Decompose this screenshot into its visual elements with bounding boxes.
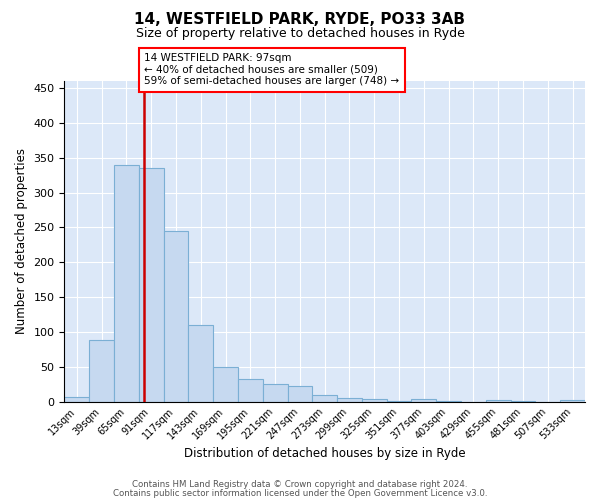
Bar [412,399,436,402]
X-axis label: Distribution of detached houses by size in Ryde: Distribution of detached houses by size … [184,447,466,460]
Bar [386,401,412,402]
Bar [139,168,164,402]
Bar [263,384,287,402]
Text: Contains public sector information licensed under the Open Government Licence v3: Contains public sector information licen… [113,488,487,498]
Bar [313,396,337,402]
Text: 14, WESTFIELD PARK, RYDE, PO33 3AB: 14, WESTFIELD PARK, RYDE, PO33 3AB [134,12,466,28]
Text: Size of property relative to detached houses in Ryde: Size of property relative to detached ho… [136,28,464,40]
Bar [64,397,89,402]
Bar [436,401,461,402]
Bar [560,400,585,402]
Bar [89,340,114,402]
Bar [114,164,139,402]
Y-axis label: Number of detached properties: Number of detached properties [15,148,28,334]
Bar [238,380,263,402]
Bar [213,367,238,402]
Bar [362,399,386,402]
Text: 14 WESTFIELD PARK: 97sqm
← 40% of detached houses are smaller (509)
59% of semi-: 14 WESTFIELD PARK: 97sqm ← 40% of detach… [145,53,400,86]
Bar [287,386,313,402]
Bar [188,325,213,402]
Bar [337,398,362,402]
Bar [511,401,535,402]
Bar [486,400,511,402]
Text: Contains HM Land Registry data © Crown copyright and database right 2024.: Contains HM Land Registry data © Crown c… [132,480,468,489]
Bar [164,231,188,402]
